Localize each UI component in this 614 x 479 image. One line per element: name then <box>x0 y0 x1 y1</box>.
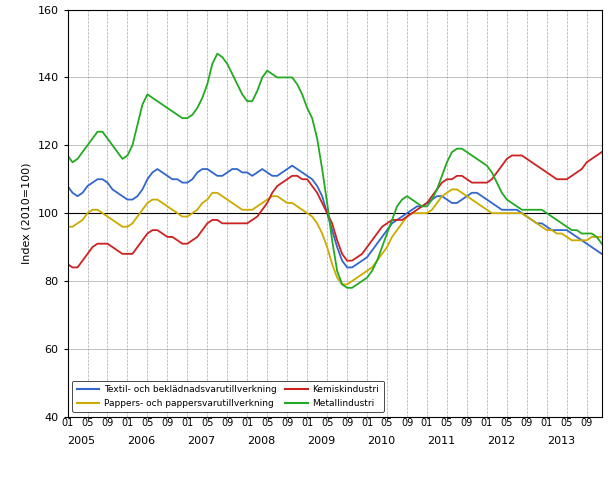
Kemiskindustri <box>64 261 71 267</box>
Text: 2007: 2007 <box>187 436 216 446</box>
Line: Textil- och beklädnadsvarutillverkning: Textil- och beklädnadsvarutillverkning <box>68 166 602 267</box>
Textil- och beklädnadsvarutillverkning <box>498 207 505 213</box>
Pappers- och pappersvarutillverkning <box>498 210 505 216</box>
Text: 2006: 2006 <box>128 436 155 446</box>
Pappers- och pappersvarutillverkning <box>598 234 605 240</box>
Kemiskindustri <box>593 153 600 159</box>
Kemiskindustri <box>598 149 605 155</box>
Textil- och beklädnadsvarutillverkning <box>64 183 71 189</box>
Pappers- och pappersvarutillverkning <box>533 220 540 226</box>
Kemiskindustri <box>528 160 535 165</box>
Textil- och beklädnadsvarutillverkning <box>319 194 326 199</box>
Pappers- och pappersvarutillverkning <box>149 197 156 203</box>
Line: Pappers- och pappersvarutillverkning: Pappers- och pappersvarutillverkning <box>68 189 602 285</box>
Y-axis label: Index (2010=100): Index (2010=100) <box>22 162 32 264</box>
Textil- och beklädnadsvarutillverkning <box>149 170 156 175</box>
Pappers- och pappersvarutillverkning <box>338 282 346 287</box>
Legend: Textil- och beklädnadsvarutillverkning, Pappers- och pappersvarutillverkning, Ke: Textil- och beklädnadsvarutillverkning, … <box>72 381 384 412</box>
Metallindustri <box>214 51 221 57</box>
Kemiskindustri <box>493 170 500 175</box>
Metallindustri <box>119 156 126 162</box>
Textil- och beklädnadsvarutillverkning <box>289 163 296 169</box>
Text: 2011: 2011 <box>427 436 455 446</box>
Pappers- och pappersvarutillverkning <box>64 224 71 229</box>
Textil- och beklädnadsvarutillverkning <box>598 251 605 257</box>
Text: 2008: 2008 <box>247 436 276 446</box>
Metallindustri <box>64 153 71 159</box>
Metallindustri <box>498 190 505 195</box>
Textil- och beklädnadsvarutillverkning <box>543 224 551 229</box>
Kemiskindustri <box>154 227 161 233</box>
Line: Metallindustri: Metallindustri <box>68 54 602 288</box>
Metallindustri <box>343 285 351 291</box>
Pappers- och pappersvarutillverkning <box>119 224 126 229</box>
Pappers- och pappersvarutillverkning <box>314 220 321 226</box>
Text: 2012: 2012 <box>487 436 515 446</box>
Textil- och beklädnadsvarutillverkning <box>343 264 351 270</box>
Metallindustri <box>598 241 605 247</box>
Metallindustri <box>543 210 551 216</box>
Text: 2005: 2005 <box>68 436 96 446</box>
Line: Kemiskindustri: Kemiskindustri <box>68 152 602 267</box>
Metallindustri <box>319 166 326 172</box>
Textil- och beklädnadsvarutillverkning <box>119 194 126 199</box>
Pappers- och pappersvarutillverkning <box>543 227 551 233</box>
Metallindustri <box>533 207 540 213</box>
Kemiskindustri <box>124 251 131 257</box>
Metallindustri <box>149 95 156 101</box>
Kemiskindustri <box>319 200 326 206</box>
Pappers- och pappersvarutillverkning <box>448 186 456 192</box>
Textil- och beklädnadsvarutillverkning <box>533 220 540 226</box>
Kemiskindustri <box>69 264 76 270</box>
Text: 2010: 2010 <box>367 436 395 446</box>
Text: 2009: 2009 <box>307 436 335 446</box>
Text: 2013: 2013 <box>547 436 575 446</box>
